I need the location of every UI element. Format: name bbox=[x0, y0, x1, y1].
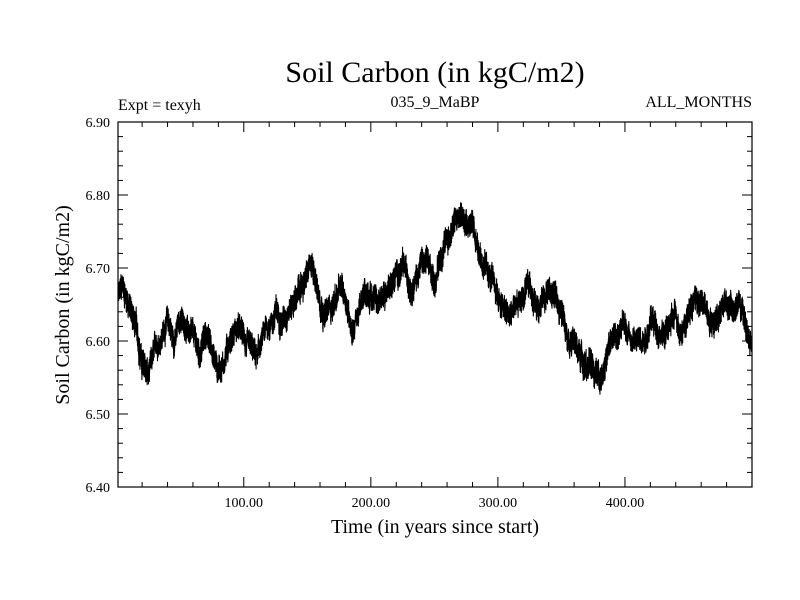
y-tick-label: 6.70 bbox=[86, 262, 111, 277]
y-tick-label: 6.90 bbox=[86, 116, 111, 131]
x-axis-label: Time (in years since start) bbox=[331, 516, 539, 538]
x-tick-label: 100.00 bbox=[225, 496, 264, 511]
x-tick-label: 200.00 bbox=[352, 496, 391, 511]
experiment-label: Expt = texyh bbox=[118, 97, 201, 114]
y-tick-label: 6.60 bbox=[86, 335, 111, 350]
axes: 100.00 200.00 300.00 400.00 6.40 6.50 6.60 6.70… bbox=[86, 116, 753, 511]
series-line bbox=[118, 202, 752, 395]
months-label: ALL_MONTHS bbox=[645, 94, 752, 111]
x-tick-label: 300.00 bbox=[479, 496, 518, 511]
y-tick-label: 6.80 bbox=[86, 189, 111, 204]
period-label: 035_9_MaBP bbox=[391, 94, 480, 111]
y-tick-label: 6.40 bbox=[86, 481, 111, 496]
plot-frame bbox=[117, 121, 753, 488]
plot-area bbox=[118, 202, 752, 395]
y-axis-label: Soil Carbon (in kgC/m2) bbox=[52, 205, 74, 404]
x-tick-label: 400.00 bbox=[606, 496, 645, 511]
chart-title: Soil Carbon (in kgC/m2) bbox=[285, 56, 584, 89]
y-tick-label: 6.50 bbox=[86, 408, 111, 423]
